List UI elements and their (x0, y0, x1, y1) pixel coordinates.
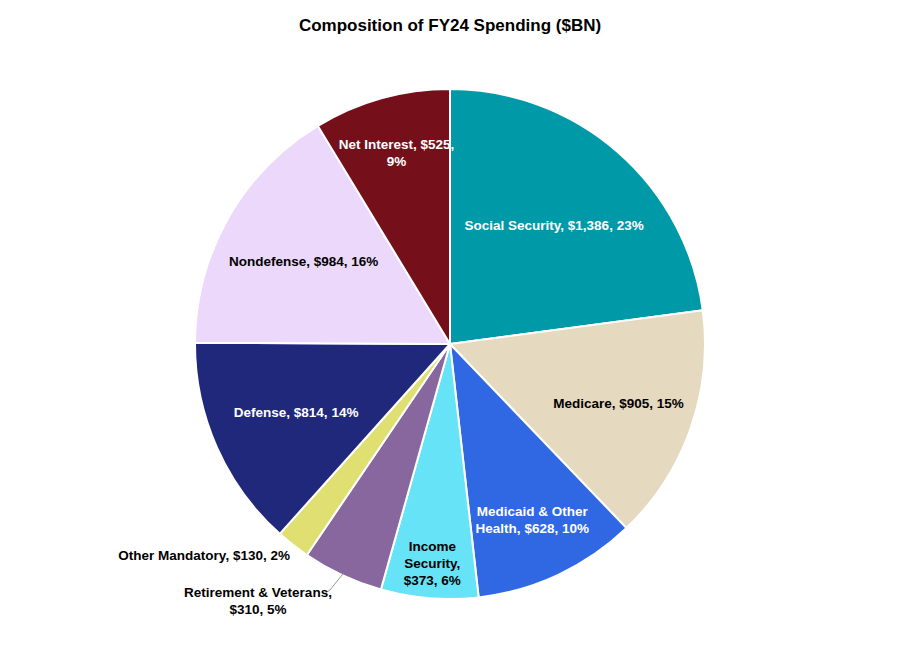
label-line: Net Interest, $525, (339, 137, 455, 152)
label-text: Security (404, 556, 458, 571)
labels: Social Security, $1,386, 23% Medicare, $9… (118, 137, 683, 617)
label-line: Nondefense, $984, 16% (229, 254, 378, 269)
label-line: Medicare, $905, 15% (553, 396, 684, 411)
data-label: Other Mandatory, $130, 2% (118, 548, 290, 563)
label-line: Other Mandatory, $130, 2% (118, 548, 290, 563)
data-label: Social Security, $1,386, 23% (465, 218, 644, 233)
chart: Composition of FY24 Spending ($BN) Social… (0, 0, 900, 654)
data-label: Retirement & Veterans, $310, 5% (184, 585, 332, 617)
data-label: Defense, $814, 14% (234, 405, 359, 420)
data-label: Income Security, $373, 6% (404, 539, 461, 588)
label-text: 16% (351, 254, 378, 269)
data-label: Nondefense, $984, 16% (229, 254, 378, 269)
slices (195, 89, 705, 599)
label-line: $310, 5% (229, 602, 286, 617)
label-text: $130 (233, 548, 263, 563)
label-text: Medicare (553, 396, 612, 411)
label-text: 15% (657, 396, 684, 411)
label-text: Other Mandatory (118, 548, 227, 563)
label-text: 5% (267, 602, 287, 617)
pie-slice (318, 89, 450, 344)
label-text: Health (476, 521, 517, 536)
label-text: 14% (331, 405, 358, 420)
label-text: $905 (619, 396, 650, 411)
label-line: $373, 6% (404, 573, 461, 588)
label-text: $525 (421, 137, 452, 152)
label-text: $984 (314, 254, 345, 269)
label-line: Defense, $814, 14% (234, 405, 359, 420)
label-text: Medicaid & Other (477, 504, 589, 519)
title: Composition of FY24 Spending ($BN) (299, 16, 601, 35)
label-text: Defense (234, 405, 287, 420)
pie-slice (195, 343, 450, 534)
background (0, 0, 900, 654)
pie-slice (450, 89, 703, 344)
label-text: Social Security (465, 218, 562, 233)
data-label: Net Interest, $525, 9% (339, 137, 455, 169)
label-line: Security, (404, 556, 460, 571)
label-text: 2% (270, 548, 290, 563)
label-text: $814 (294, 405, 325, 420)
label-text: Net Interest (339, 137, 414, 152)
label-line: Medicaid & Other (477, 504, 589, 519)
label-text: 23% (617, 218, 644, 233)
label-text: Retirement & Veterans (184, 585, 328, 600)
label-text: $373 (404, 573, 435, 588)
label-line: 9% (387, 154, 407, 169)
label-line: Retirement & Veterans, (184, 585, 332, 600)
label-line: Social Security, $1,386, 23% (465, 218, 644, 233)
label-text: 10% (562, 521, 589, 536)
data-label: Medicare, $905, 15% (553, 396, 684, 411)
data-label: Medicaid & Other Health, $628, 10% (476, 504, 589, 536)
label-text: Income (409, 539, 457, 554)
label-line: Health, $628, 10% (476, 521, 589, 536)
pie-slice (450, 344, 626, 597)
label-text: $628 (524, 521, 555, 536)
label-text: 6% (441, 573, 461, 588)
label-text: 9% (387, 154, 407, 169)
label-text: $310 (229, 602, 259, 617)
label-line: Income (409, 539, 457, 554)
label-text: $1,386 (568, 218, 610, 233)
label-text: Nondefense (229, 254, 307, 269)
